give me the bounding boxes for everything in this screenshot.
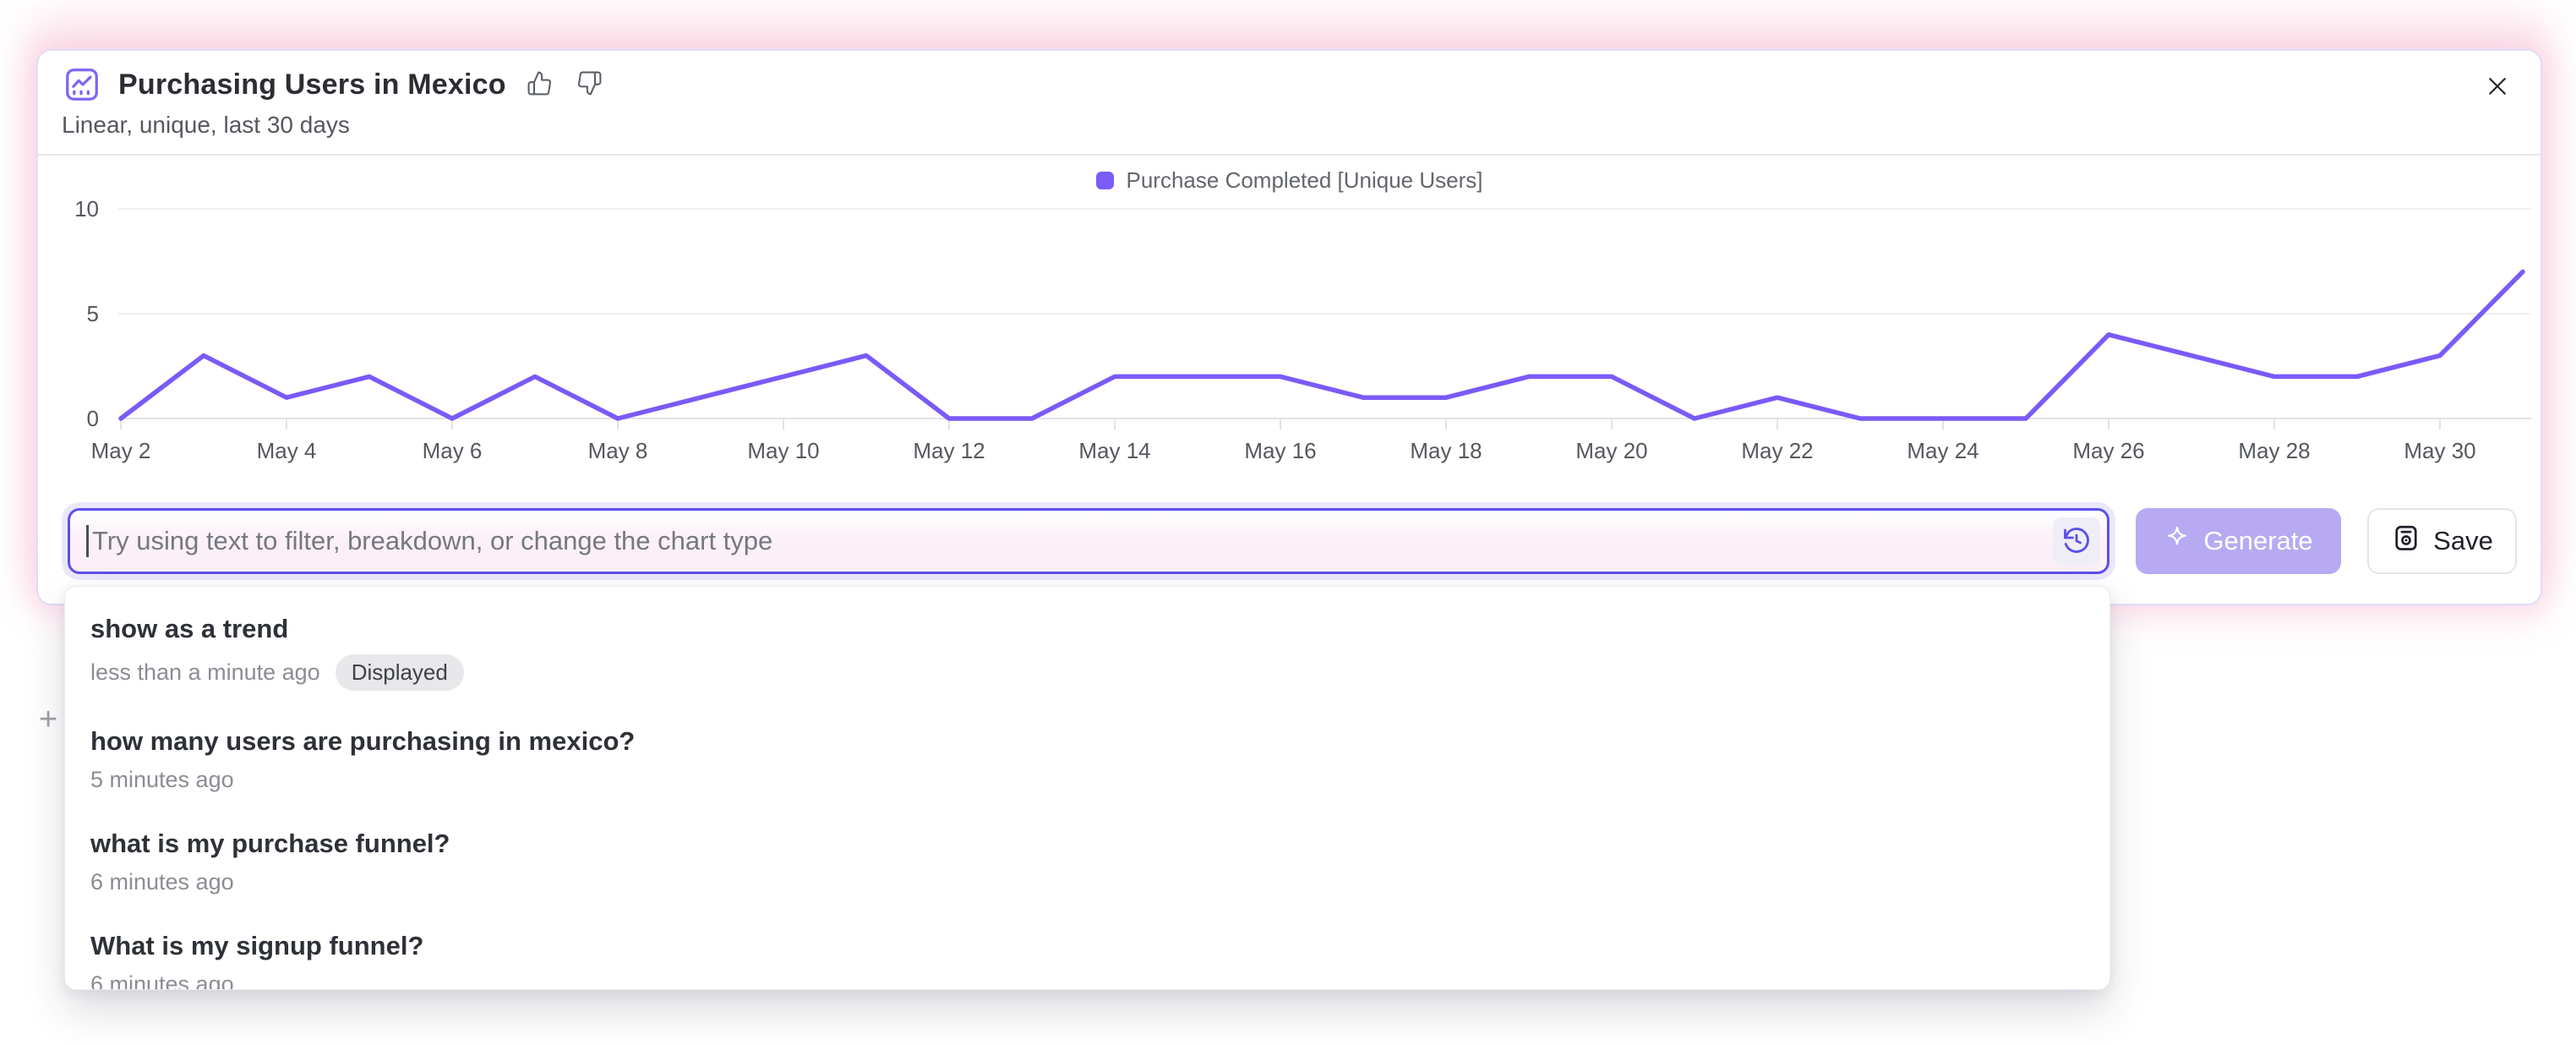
history-query: What is my signup funnel? bbox=[90, 931, 424, 960]
history-time: 6 minutes ago bbox=[90, 869, 234, 895]
close-icon bbox=[2485, 74, 2510, 101]
header-divider bbox=[38, 154, 2541, 156]
x-tick-label: May 24 bbox=[1907, 438, 1978, 463]
generate-label: Generate bbox=[2203, 526, 2313, 555]
x-tick-label: May 8 bbox=[588, 438, 648, 463]
history-time: 5 minutes ago bbox=[90, 767, 234, 792]
history-item[interactable]: show as a trend less than a minute ago D… bbox=[65, 597, 2109, 709]
thumbs-up-icon bbox=[527, 70, 553, 99]
x-tick-label: May 20 bbox=[1575, 438, 1647, 463]
history-dropdown: show as a trend less than a minute ago D… bbox=[64, 586, 2110, 990]
history-time: less than a minute ago bbox=[90, 659, 320, 685]
x-tick-label: May 18 bbox=[1410, 438, 1482, 463]
history-item[interactable]: how many users are purchasing in mexico?… bbox=[65, 709, 2109, 812]
thumbs-down-button[interactable] bbox=[573, 67, 606, 102]
x-tick-label: May 12 bbox=[913, 438, 985, 463]
x-tick-label: May 28 bbox=[2238, 438, 2310, 463]
thumbs-down-icon bbox=[576, 70, 603, 99]
thumbs-up-button[interactable] bbox=[523, 67, 556, 102]
save-icon bbox=[2391, 522, 2421, 560]
series-line bbox=[118, 269, 2525, 421]
history-meta: 6 minutes ago bbox=[90, 869, 2084, 895]
x-tick-label: May 30 bbox=[2404, 438, 2475, 463]
card-header: Purchasing Users in Mexico bbox=[63, 64, 606, 105]
x-tick-label: May 6 bbox=[423, 438, 483, 463]
x-tick-label: May 26 bbox=[2072, 438, 2144, 463]
y-tick-label: 10 bbox=[74, 196, 99, 222]
text-caret bbox=[86, 525, 89, 557]
generate-button[interactable]: Generate bbox=[2136, 508, 2341, 574]
history-query: what is my purchase funnel? bbox=[90, 829, 450, 858]
legend-swatch bbox=[1095, 172, 1114, 189]
displayed-badge: Displayed bbox=[335, 654, 464, 691]
history-meta: 6 minutes ago bbox=[90, 971, 2084, 990]
x-tick-label: May 16 bbox=[1244, 438, 1316, 463]
save-label: Save bbox=[2433, 526, 2493, 555]
x-tick-label: May 4 bbox=[257, 438, 317, 463]
card-title: Purchasing Users in Mexico bbox=[118, 68, 506, 101]
history-item[interactable]: what is my purchase funnel? 6 minutes ag… bbox=[65, 812, 2109, 914]
legend-label: Purchase Completed [Unique Users] bbox=[1126, 167, 1483, 193]
sparkle-icon bbox=[2164, 524, 2191, 558]
history-item[interactable]: What is my signup funnel? 6 minutes ago bbox=[65, 914, 2109, 990]
history-time: 6 minutes ago bbox=[90, 971, 234, 990]
x-tick-label: May 14 bbox=[1078, 438, 1150, 463]
prompt-input[interactable] bbox=[68, 508, 2109, 574]
history-button[interactable] bbox=[2053, 517, 2100, 565]
card-subtitle: Linear, unique, last 30 days bbox=[62, 112, 350, 138]
chart-card: Purchasing Users in Mexico bbox=[36, 49, 2542, 605]
plus-icon[interactable]: + bbox=[39, 702, 58, 737]
line-chart-icon bbox=[63, 65, 101, 104]
y-tick-label: 5 bbox=[87, 301, 99, 326]
prompt-bar bbox=[68, 508, 2109, 574]
line-chart: 0 5 10 May 2 May 4 May 6 May 8 May 10 May 12 May … bbox=[74, 196, 2531, 463]
history-meta: 5 minutes ago bbox=[90, 767, 2084, 793]
x-tick-label: May 10 bbox=[747, 438, 819, 463]
history-query: show as a trend bbox=[90, 614, 289, 643]
save-button[interactable]: Save bbox=[2367, 508, 2517, 574]
history-query: how many users are purchasing in mexico? bbox=[90, 726, 636, 756]
x-tick-label: May 2 bbox=[91, 438, 151, 463]
chart-legend: Purchase Completed [Unique Users] bbox=[38, 167, 2541, 194]
history-icon bbox=[2061, 525, 2092, 558]
history-meta: less than a minute ago Displayed bbox=[90, 654, 2084, 691]
y-tick-label: 0 bbox=[87, 406, 99, 431]
x-tick-label: May 22 bbox=[1741, 438, 1813, 463]
close-button[interactable] bbox=[2478, 68, 2517, 107]
